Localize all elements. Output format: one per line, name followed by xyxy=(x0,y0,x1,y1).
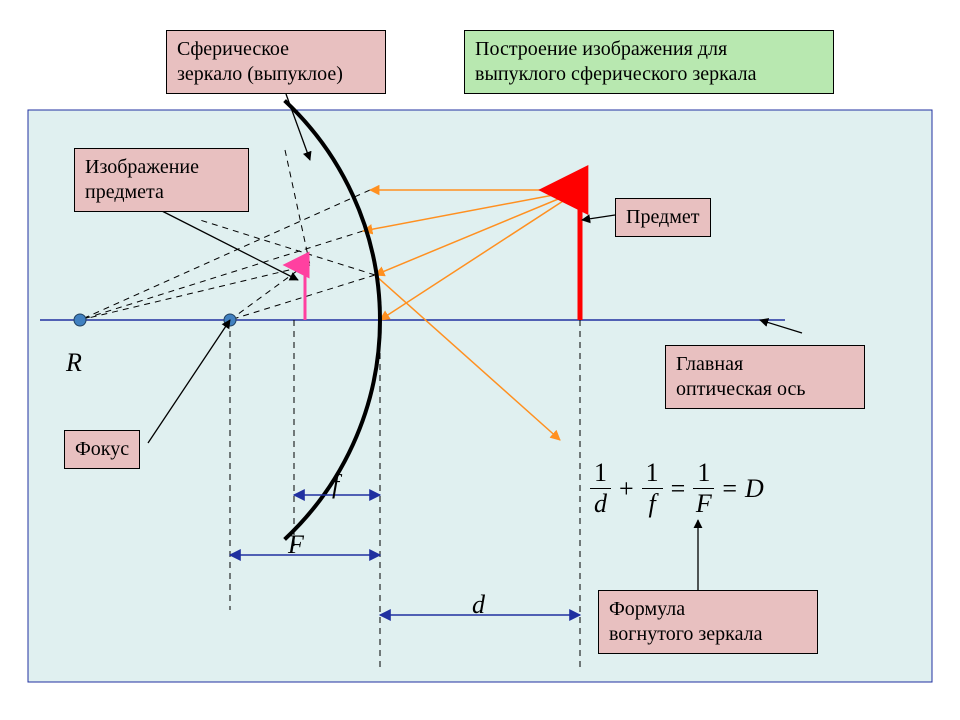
var-d: d xyxy=(472,590,485,620)
label-header: Построение изображения для выпуклого сфе… xyxy=(464,30,834,94)
label-image: Изображение предмета xyxy=(74,148,249,212)
var-F: F xyxy=(288,530,304,560)
label-axis: Главная оптическая ось xyxy=(665,345,865,409)
label-focus: Фокус xyxy=(64,430,140,469)
label-formula: Формула вогнутого зеркала xyxy=(598,590,818,654)
var-R: R xyxy=(66,348,82,378)
mirror-formula: 1d + 1f = 1F = D xyxy=(590,460,764,517)
label-mirror: Сферическое зеркало (выпуклое) xyxy=(166,30,386,94)
label-object: Предмет xyxy=(615,198,711,237)
var-f: f xyxy=(332,470,339,500)
